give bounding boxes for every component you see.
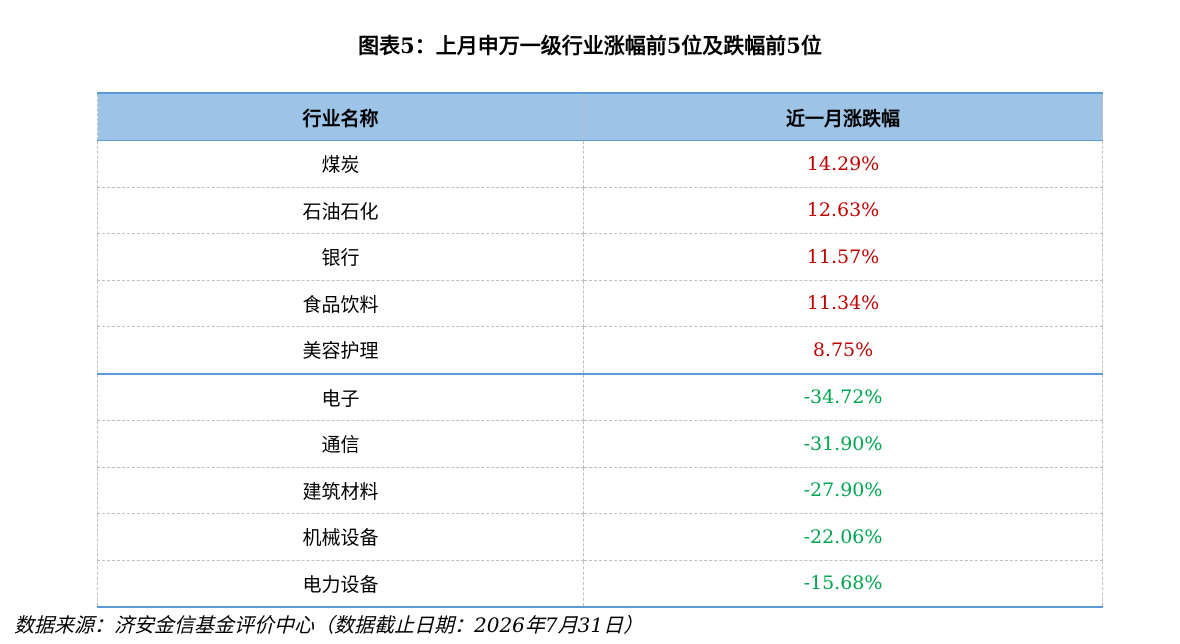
industry-cell: 石油石化 <box>97 187 584 234</box>
change-cell: 8.75% <box>583 326 1103 375</box>
title: 图表5：上月申万一级行业涨幅前5位及跌幅前5位 <box>358 33 822 58</box>
industry-cell: 美容护理 <box>97 326 584 375</box>
change-cell: 11.34% <box>583 280 1103 327</box>
change-cell: 14.29% <box>583 140 1103 188</box>
table-row: 美容护理 8.75% <box>97 326 1103 375</box>
source-note: 数据来源：济安金信基金评价中心（数据截止日期：2026年7月31日） <box>14 613 644 637</box>
table-row: 石油石化 12.63% <box>97 187 1103 234</box>
change-cell: -15.68% <box>583 560 1103 608</box>
industry-cell: 银行 <box>97 233 584 281</box>
industry-cell: 食品饮料 <box>97 280 584 327</box>
header-cell: 行业名称 <box>97 92 584 141</box>
header-row: 行业名称 近一月涨跌幅 <box>97 92 1103 141</box>
table-row: 煤炭 14.29% <box>97 140 1103 188</box>
table: 行业名称 近一月涨跌幅 煤炭 14.29% 石油石化 12.63% 银行 11.57% 食品… <box>97 92 1103 608</box>
table-row: 建筑材料 -27.90% <box>97 467 1103 514</box>
industry-cell: 煤炭 <box>97 140 584 188</box>
change-cell: -34.72% <box>583 373 1103 421</box>
change-cell: -31.90% <box>583 420 1103 468</box>
industry-cell: 通信 <box>97 420 584 468</box>
table-body: 煤炭 14.29% 石油石化 12.63% 银行 11.57% 食品饮料 11.34% 美容护理… <box>97 140 1103 608</box>
industry-cell: 建筑材料 <box>97 467 584 514</box>
industry-cell: 电子 <box>97 373 584 421</box>
table-row: 银行 11.57% <box>97 233 1103 281</box>
table-row: 机械设备 -22.06% <box>97 513 1103 561</box>
industry-cell: 机械设备 <box>97 513 584 561</box>
table-row: 电力设备 -15.68% <box>97 560 1103 608</box>
industry-cell: 电力设备 <box>97 560 584 608</box>
change-cell: 11.57% <box>583 233 1103 281</box>
header-cell: 近一月涨跌幅 <box>583 92 1103 141</box>
table-row: 食品饮料 11.34% <box>97 280 1103 327</box>
table-row: 通信 -31.90% <box>97 420 1103 468</box>
change-cell: -27.90% <box>583 467 1103 514</box>
table-row: 电子 -34.72% <box>97 373 1103 421</box>
change-cell: -22.06% <box>583 513 1103 561</box>
change-cell: 12.63% <box>583 187 1103 234</box>
